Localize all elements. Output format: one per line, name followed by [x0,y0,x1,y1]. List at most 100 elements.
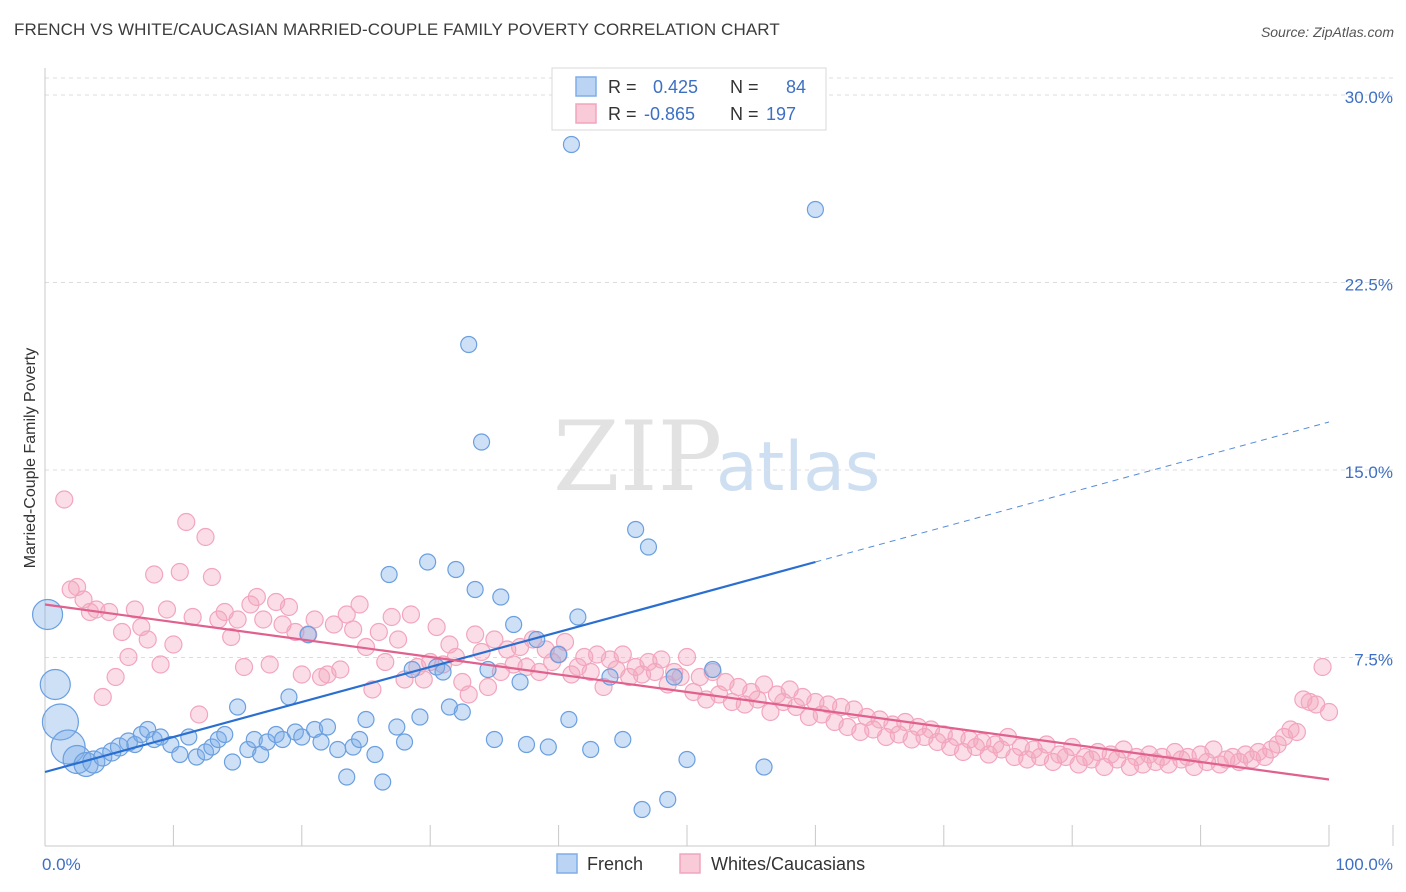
legend-swatch-whites [575,103,597,124]
data-point-french [216,725,234,744]
data-point-whites [228,610,247,629]
data-point-whites [196,527,215,547]
data-point-whites [106,667,125,687]
data-point-whites [112,622,132,642]
data-point-french [245,730,263,749]
data-point-french [627,520,645,539]
correlation-legend: R = 0.425 N = 84 R = -0.865 N = 197 [551,67,827,131]
data-point-french [273,730,292,749]
data-point-french [447,560,465,579]
data-point-french [466,580,484,599]
y-axis-title: Married-Couple Family Poverty [22,348,39,569]
data-point-french [434,663,452,681]
data-point-whites [613,645,632,664]
legend-n-value-2: 197 [766,104,796,124]
data-point-french [614,730,632,749]
data-point-whites [337,605,356,624]
data-point-whites [151,655,170,674]
data-point-french [50,729,86,765]
legend-box [551,67,827,131]
legend-r-label-2: R = [608,104,637,124]
y-tick-label: 22.5% [1345,276,1393,295]
trend-line-french [44,560,816,774]
data-point-french [31,598,64,631]
data-point-whites [222,627,241,647]
data-point-french [549,645,568,664]
data-point-whites [369,622,388,642]
data-point-french [560,710,578,729]
legend-bottom-swatch-whites [679,853,701,874]
data-point-whites [138,630,157,649]
data-point-whites [350,595,369,614]
data-point-french [582,740,600,759]
data-point-french [366,745,384,764]
data-point-whites [466,625,485,644]
legend-bottom-swatch-french [556,853,578,874]
data-point-french [139,720,157,739]
data-point-french [665,668,683,686]
data-point-whites [401,605,421,624]
data-point-french [569,608,587,626]
data-point-whites [292,665,311,684]
data-point-whites [485,630,504,649]
data-point-french [453,703,471,721]
data-point-french [460,335,478,354]
data-point-french [511,673,529,691]
data-point-french [350,730,369,749]
legend-r-value-2: -0.865 [644,104,695,124]
data-point-french [338,768,356,786]
data-point-french [280,688,298,706]
data-point-french [229,698,247,716]
data-point-french [411,708,429,726]
data-point-french [485,730,503,749]
data-point-whites [754,675,774,694]
data-point-french [171,745,189,764]
data-point-whites [247,587,266,607]
trend-line-whites [44,603,1330,781]
data-point-whites [671,667,690,687]
legend-n-value-1: 84 [786,77,806,97]
data-point-whites [157,600,177,619]
watermark-atlas: atlas [716,428,880,507]
data-point-french [562,135,581,154]
data-point-whites [1063,737,1082,757]
data-point-whites [1319,702,1339,722]
data-point-french [357,710,375,729]
data-point-whites [324,615,343,634]
legend-swatch-french [575,76,597,97]
data-point-french [639,538,658,556]
data-point-french [395,733,414,751]
data-point-french [312,733,330,751]
data-point-french [380,565,398,584]
data-point-french [374,773,392,791]
data-point-french [659,790,677,809]
data-point-whites [389,630,408,649]
data-point-french [293,728,311,746]
source-label: Source: ZipAtlas.com [1260,24,1394,40]
x-tick-labels: 0.0% 100.0% [42,855,1393,874]
data-point-french [472,433,491,451]
y-tick-labels: 7.5% 15.0% 22.5% 30.0% [1345,88,1393,670]
watermark-zip: ZIP [553,401,722,513]
data-point-whites [119,647,138,667]
data-point-whites [234,657,254,677]
data-point-french [239,740,257,759]
series-whites-points [55,490,1339,777]
data-point-whites [1287,722,1307,742]
data-point-french [539,738,557,756]
data-point-whites [125,600,144,619]
data-point-french [388,718,406,736]
data-point-whites [1204,740,1223,759]
data-point-whites [279,597,299,617]
legend-r-label-1: R = [608,77,637,97]
y-tick-label: 7.5% [1354,651,1393,670]
legend-r-value-1: 0.425 [653,77,698,97]
data-point-whites [581,662,600,682]
data-point-french [187,748,206,766]
data-point-whites [164,635,183,654]
data-point-whites [1313,657,1332,677]
axes [44,68,1394,847]
data-point-whites [1268,735,1287,754]
data-point-french [755,758,773,776]
